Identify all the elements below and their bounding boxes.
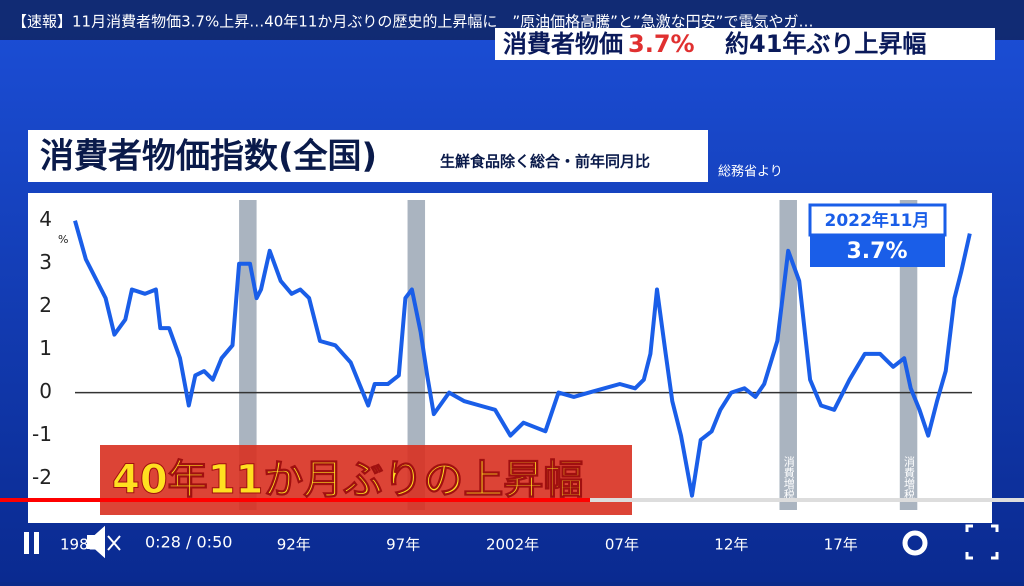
- x-tick-label: 2002年: [486, 536, 539, 554]
- mute-button[interactable]: [87, 525, 121, 559]
- x-tick-label: 97年: [386, 536, 420, 554]
- video-title: 【速報】11月消費者物価3.7%上昇…40年11か月ぶりの歴史的上昇幅に ”原油…: [12, 13, 813, 31]
- tax-band: [407, 200, 426, 510]
- band-label: 消費増税: [903, 455, 916, 500]
- chart-source: 総務省より: [718, 165, 783, 180]
- x-tick-label: 92年: [277, 536, 311, 554]
- y-tick-label: -2: [32, 465, 52, 489]
- y-tick-label: 4: [39, 207, 52, 231]
- annotation-value-box: [810, 235, 945, 267]
- chart-title: 消費者物価指数(全国): [40, 137, 377, 177]
- caption-box: [100, 445, 632, 515]
- settings-button[interactable]: [902, 530, 928, 556]
- pause-button-bar: [34, 532, 39, 554]
- cpi-line: [73, 220, 972, 498]
- x-tick-label: 12年: [714, 536, 748, 554]
- y-tick-label: 1: [39, 336, 52, 360]
- headline-box: [495, 28, 995, 60]
- pause-button[interactable]: [24, 532, 29, 554]
- progress-played: [0, 498, 590, 502]
- y-tick-label: 3: [39, 250, 52, 274]
- band-label: 消費増税: [782, 455, 795, 500]
- y-tick-label: 2: [39, 293, 52, 317]
- headline-figure: 3.7%: [628, 30, 695, 58]
- annotation-value: 3.7%: [846, 239, 907, 264]
- time-display: 0:28 / 0:50: [145, 533, 232, 552]
- tax-band: [899, 200, 918, 510]
- annotation-label: 2022年11月: [825, 210, 930, 231]
- headline-lead: 消費者物価: [503, 30, 623, 58]
- headline-tail: 約41年ぶり上昇幅: [725, 30, 926, 58]
- fullscreen-button[interactable]: [965, 524, 999, 560]
- y-tick-label: -1: [32, 422, 52, 446]
- chart-subtitle: 生鮮食品除く総合・前年同月比: [440, 153, 650, 171]
- y-unit: %: [58, 233, 68, 246]
- chart-title-box: [28, 130, 708, 182]
- y-tick-label: 0: [39, 379, 52, 403]
- x-tick-label: 17年: [824, 536, 858, 554]
- x-tick-label: 07年: [605, 536, 639, 554]
- caption: 40年11か月ぶりの上昇幅: [112, 457, 583, 503]
